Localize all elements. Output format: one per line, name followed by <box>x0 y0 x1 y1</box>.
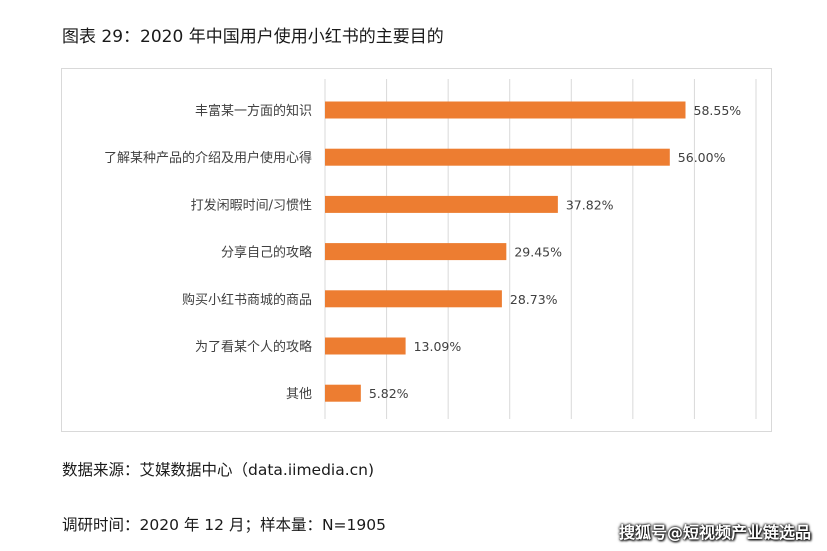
bar <box>325 148 670 166</box>
data-label: 56.00% <box>678 150 726 165</box>
category-label: 其他 <box>286 387 312 402</box>
data-label: 29.45% <box>514 245 562 260</box>
category-label: 分享自己的攻略 <box>221 245 312 261</box>
category-label: 为了看某个人的攻略 <box>195 339 312 355</box>
data-label: 13.09% <box>414 339 462 354</box>
bar <box>325 384 361 402</box>
data-label: 58.55% <box>694 103 742 118</box>
bar <box>325 101 686 119</box>
category-label: 了解某种产品的介绍及用户使用心得 <box>104 150 312 166</box>
category-label: 丰富某一方面的知识 <box>195 103 312 119</box>
chart-panel: 丰富某一方面的知识 58.55% 了解某种产品的介绍及用户使用心得 56.00% 打发闲… <box>61 68 772 432</box>
data-label: 5.82% <box>369 386 409 401</box>
bar <box>325 290 502 308</box>
bar <box>325 337 406 355</box>
data-label: 37.82% <box>566 197 614 212</box>
category-label: 打发闲暇时间/习惯性 <box>191 197 312 213</box>
watermark: 搜狐号@短视频产业链选品 <box>618 523 811 542</box>
data-label: 28.73% <box>510 292 558 307</box>
bar-chart: 丰富某一方面的知识 58.55% 了解某种产品的介绍及用户使用心得 56.00% 打发闲… <box>104 79 757 419</box>
category-label: 购买小红书商城的商品 <box>182 292 312 308</box>
bar <box>325 195 558 213</box>
data-source: 数据来源：艾媒数据中心（data.iimedia.cn) <box>62 461 375 479</box>
bar <box>325 243 507 261</box>
figure-title: 图表 29：2020 年中国用户使用小红书的主要目的 <box>62 27 444 47</box>
survey-info: 调研时间：2020 年 12 月；样本量：N=1905 <box>62 516 386 534</box>
